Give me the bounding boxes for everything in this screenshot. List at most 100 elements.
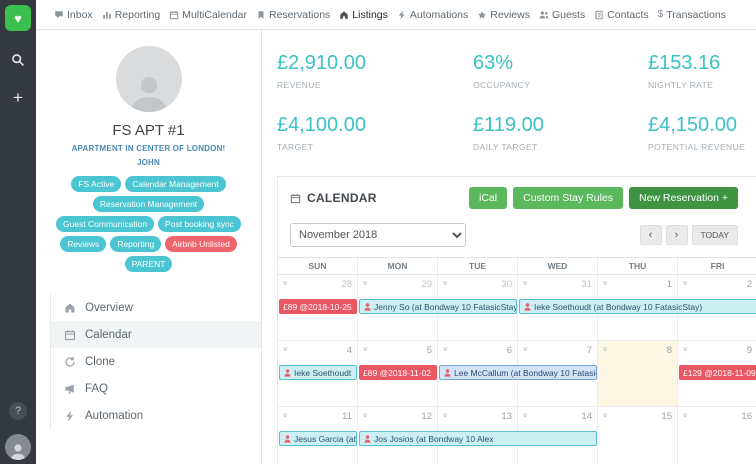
calendar-week-row: «11 «12 «13 «14 «15 «16 «17 Jesus Garcia… <box>278 407 756 464</box>
reservation-bar[interactable]: Ieke Soethoudt (at Bondway 10 FatasicSta… <box>519 299 756 314</box>
listing-photo-placeholder[interactable] <box>115 46 182 112</box>
tag-reviews[interactable]: Reviews <box>60 236 107 252</box>
chevron-double-down-icon[interactable]: « <box>359 280 370 286</box>
chevron-double-down-icon[interactable]: « <box>359 412 370 418</box>
chevron-double-down-icon[interactable]: « <box>599 346 610 352</box>
today-button[interactable]: TODAY <box>691 225 738 245</box>
price-bar[interactable]: £89 @2018-11-02 <box>359 365 437 380</box>
month-select[interactable]: November 2018 <box>290 223 466 247</box>
day-cell[interactable]: « 28 <box>278 275 358 341</box>
chevron-double-down-icon[interactable]: « <box>519 412 530 418</box>
reservation-bar[interactable]: Ieke Soethoudt <box>279 365 357 380</box>
address-book-icon <box>594 10 604 20</box>
menu-label: Calendar <box>85 328 132 341</box>
chevron-double-down-icon[interactable]: « <box>519 280 530 286</box>
tab-reservations[interactable]: Reservations <box>256 9 330 21</box>
user-avatar[interactable] <box>5 434 31 460</box>
menu-label: FAQ <box>85 382 109 395</box>
tab-inbox[interactable]: Inbox <box>54 9 93 21</box>
home-icon <box>339 10 349 20</box>
custom-stay-rules-button[interactable]: Custom Stay Rules <box>513 187 623 209</box>
tag-fs-active[interactable]: FS Active <box>71 176 122 192</box>
search-icon[interactable] <box>11 53 25 67</box>
stat-value: £2,910.00 <box>277 52 366 74</box>
prev-month-button[interactable]: ‹ <box>639 225 662 245</box>
day-cell[interactable]: « 15 <box>598 407 678 464</box>
tag-calendar-management[interactable]: Calendar Management <box>125 176 226 192</box>
chevron-double-down-icon[interactable]: « <box>439 346 450 352</box>
tab-reviews[interactable]: Reviews <box>477 9 530 21</box>
guest-icon <box>284 434 291 443</box>
chevron-double-down-icon[interactable]: « <box>359 346 370 352</box>
menu-item-clone[interactable]: Clone <box>51 348 261 375</box>
menu-item-calendar[interactable]: Calendar <box>51 321 261 348</box>
menu-item-overview[interactable]: Overview <box>51 294 261 321</box>
calendar-card-header: CALENDAR iCal Custom Stay Rules New Rese… <box>278 177 756 219</box>
chevron-double-down-icon[interactable]: « <box>679 346 690 352</box>
ical-button[interactable]: iCal <box>469 187 508 209</box>
tab-transactions[interactable]: $ Transactions <box>658 9 726 21</box>
chevron-double-down-icon[interactable]: « <box>279 346 290 352</box>
reservation-bar[interactable]: Lee McCallum (at Bondway 10 FatasicStay) <box>439 365 597 380</box>
reservation-bar[interactable]: Jos Josios (at Bondway 10 Alex <box>359 431 597 446</box>
tag-guest-communication[interactable]: Guest Communication <box>55 216 155 232</box>
chevron-double-down-icon[interactable]: « <box>439 280 450 286</box>
next-month-button[interactable]: › <box>665 225 688 245</box>
day-number: 16 <box>741 411 752 422</box>
chevron-double-down-icon[interactable]: « <box>439 412 450 418</box>
day-cell[interactable]: « 14 <box>518 407 598 464</box>
chevron-double-down-icon[interactable]: « <box>599 280 610 286</box>
menu-item-automation[interactable]: Automation <box>51 402 261 429</box>
tag-parent[interactable]: PARENT <box>124 256 173 272</box>
tab-guests[interactable]: Guests <box>539 9 585 21</box>
chevron-double-down-icon[interactable]: « <box>679 412 690 418</box>
guest-icon <box>524 302 531 311</box>
calendar-toolbar: November 2018 ‹ › TODAY <box>278 219 756 257</box>
day-cell[interactable]: «7 <box>518 341 598 407</box>
day-cell-highlighted[interactable]: «8 <box>598 341 678 407</box>
reservation-bar[interactable]: Jenny So (at Bondway 10 FatasicStay) <box>359 299 517 314</box>
stat-value: 63% <box>473 52 514 74</box>
day-number: 15 <box>661 411 672 422</box>
day-cell[interactable]: «2 <box>678 275 756 341</box>
tag-reservation-management[interactable]: Reservation Management <box>92 196 205 212</box>
tab-label: Contacts <box>607 8 649 21</box>
price-bar[interactable]: £129 @2018-11-09 <box>679 365 756 380</box>
top-nav: Inbox Reporting MultiCalendar Reservatio… <box>36 0 756 30</box>
stat-value: £153.16 <box>648 52 721 74</box>
chevron-double-down-icon[interactable]: « <box>279 412 290 418</box>
tag-reporting[interactable]: Reporting <box>110 236 162 252</box>
tab-automations[interactable]: Automations <box>397 9 468 21</box>
chevron-double-down-icon[interactable]: « <box>599 412 610 418</box>
tab-contacts[interactable]: Contacts <box>594 8 649 21</box>
day-header: THU <box>598 258 678 275</box>
day-header: MON <box>358 258 438 275</box>
help-icon[interactable]: ? <box>9 402 27 420</box>
stat-value: £4,100.00 <box>277 114 366 136</box>
chevron-double-down-icon[interactable]: « <box>519 346 530 352</box>
tab-reporting[interactable]: Reporting <box>102 9 160 21</box>
day-cell[interactable]: « 11 <box>278 407 358 464</box>
tag-post-booking-sync[interactable]: Post booking sync <box>158 216 242 232</box>
chevron-double-down-icon[interactable]: « <box>679 280 690 286</box>
menu-label: Clone <box>85 355 116 368</box>
day-cell[interactable]: «5 <box>358 341 438 407</box>
stat-label: TARGET <box>277 142 314 152</box>
price-bar[interactable]: £89 @2018-10-25 <box>279 299 357 314</box>
chevron-double-down-icon[interactable]: « <box>279 280 290 286</box>
tag-airbnb-unlisted[interactable]: Airbnb Unlisted <box>165 236 237 252</box>
day-cell[interactable]: «9 <box>678 341 756 407</box>
stat-daily-target: £119.00 DAILY TARGET <box>473 114 648 152</box>
tab-listings[interactable]: Listings <box>339 9 388 21</box>
day-cell[interactable]: « 16 <box>678 407 756 464</box>
brand-logo-icon[interactable]: ♥ <box>5 5 31 31</box>
tab-label: Inbox <box>67 8 93 21</box>
new-reservation-button[interactable]: New Reservation + <box>629 187 738 209</box>
day-cell[interactable]: « 30 <box>438 275 518 341</box>
day-number: 6 <box>506 345 512 356</box>
day-cell[interactable]: «4 <box>278 341 358 407</box>
tab-multicalendar[interactable]: MultiCalendar <box>169 9 247 21</box>
menu-item-faq[interactable]: FAQ <box>51 375 261 402</box>
reservation-bar[interactable]: Jesus Garcia (at <box>279 431 357 446</box>
add-icon[interactable]: + <box>13 88 23 107</box>
